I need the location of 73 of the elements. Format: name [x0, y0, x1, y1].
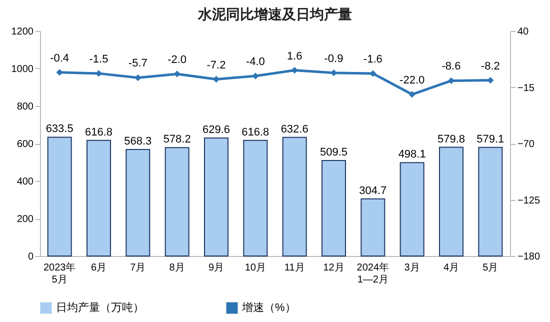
- y-tick-label: 400: [16, 176, 34, 188]
- data-label: 629.6: [202, 124, 230, 136]
- bar: [360, 198, 386, 256]
- y-tick-label: 0: [28, 252, 34, 262]
- point: [56, 68, 63, 76]
- y-tick-label: 600: [16, 139, 34, 150]
- bar: [243, 140, 268, 256]
- y-tick-label: 1000: [11, 64, 34, 75]
- chart-title: 水泥同比增速及日均产量: [197, 6, 352, 22]
- point: [408, 91, 416, 98]
- legend-label: 增速（%）: [241, 301, 296, 314]
- bar: [322, 160, 346, 256]
- bar: [47, 136, 72, 256]
- y2-tick-label: −125: [518, 195, 540, 206]
- x-tick-label: 12月: [323, 262, 344, 274]
- bar: [400, 162, 424, 256]
- data-label: 579.8: [437, 133, 466, 146]
- point: [291, 66, 298, 74]
- x-tick-label: 2023年 5月: [43, 262, 76, 286]
- x-tick-label: 5月: [482, 262, 498, 274]
- y2-tick-label: −180: [518, 252, 540, 262]
- data-label: 579.1: [476, 133, 504, 146]
- x-tick-label: 3月: [404, 262, 420, 274]
- data-label: -8.2: [480, 60, 500, 72]
- data-label: 633.5: [46, 123, 74, 136]
- bar: [126, 148, 150, 256]
- point: [252, 72, 259, 80]
- point: [212, 76, 220, 83]
- data-label: -7.2: [206, 59, 226, 72]
- x-tick-label: 10月: [244, 262, 266, 274]
- bar: [204, 137, 228, 256]
- data-label: -0.9: [324, 52, 344, 65]
- y2-tick-label: −15: [518, 82, 535, 94]
- bar: [439, 146, 464, 256]
- x-tick-label: 4月: [443, 262, 460, 274]
- point: [174, 70, 180, 78]
- data-label: -8.6: [442, 60, 461, 73]
- x-tick-label: 2024年 1—2月: [356, 262, 390, 286]
- data-label: 616.8: [242, 126, 270, 138]
- y-tick-label: 1200: [11, 26, 34, 38]
- data-label: 632.6: [280, 123, 308, 136]
- point: [330, 69, 338, 76]
- x-tick-label: 6月: [90, 262, 107, 274]
- data-label: 304.7: [359, 184, 387, 197]
- data-label: 498.1: [398, 148, 426, 161]
- point: [134, 74, 142, 82]
- data-label: -5.7: [128, 58, 148, 70]
- y2-tick-label: −70: [518, 139, 535, 150]
- x-tick-label: 11月: [284, 262, 305, 274]
- data-label: -22.0: [400, 74, 425, 86]
- y2-tick-label: 40: [518, 26, 530, 38]
- data-label: -1.5: [89, 53, 108, 66]
- data-label: -0.4: [50, 52, 70, 64]
- bar: [164, 147, 190, 256]
- bar: [86, 140, 111, 256]
- data-label: -4.0: [246, 56, 265, 68]
- y-tick-label: 200: [16, 214, 34, 225]
- y-tick-label: 800: [16, 102, 34, 112]
- data-label: 509.5: [320, 146, 348, 158]
- data-label: 578.2: [163, 134, 191, 146]
- data-label: -1.6: [363, 54, 382, 66]
- x-tick-label: 8月: [169, 262, 185, 274]
- x-tick-label: 7月: [130, 262, 146, 274]
- data-label: 568.3: [124, 135, 152, 148]
- point: [370, 70, 376, 77]
- point: [487, 76, 494, 84]
- data-label: -2.0: [168, 54, 187, 66]
- legend-label: 日均产量（万吨）: [56, 301, 144, 314]
- bar: [282, 136, 307, 256]
- x-tick-label: 9月: [208, 262, 224, 274]
- data-label: 1.6: [286, 50, 302, 62]
- bar: [478, 146, 503, 256]
- data-label: 616.8: [84, 126, 113, 138]
